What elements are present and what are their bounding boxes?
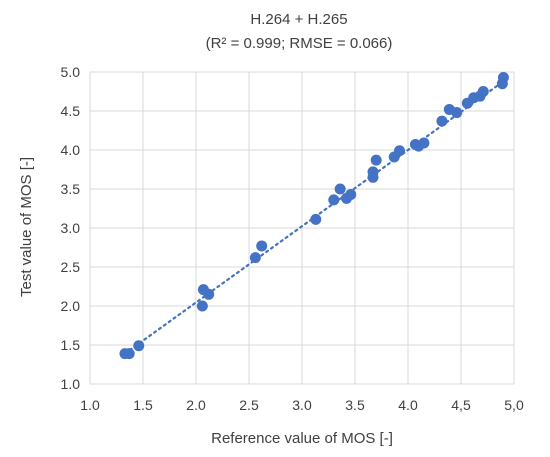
x-tick-label: 3.5 xyxy=(345,397,365,413)
y-tick-label: 1.5 xyxy=(61,337,81,353)
x-tick-label: 1.5 xyxy=(133,397,153,413)
chart-title: H.264 + H.265 xyxy=(250,11,347,28)
data-point xyxy=(196,300,208,312)
data-point xyxy=(310,213,322,225)
data-point xyxy=(394,145,406,157)
x-tick-label: 4.0 xyxy=(398,397,418,413)
data-point xyxy=(436,115,448,127)
data-point xyxy=(497,71,509,83)
data-points xyxy=(119,71,509,360)
x-tick-label: 3.0 xyxy=(292,397,312,413)
y-tick-label: 4.5 xyxy=(61,103,81,119)
x-tick-label: 1.0 xyxy=(80,397,100,413)
y-tick-label: 5.0 xyxy=(61,64,81,80)
x-tick-label: 2.5 xyxy=(239,397,259,413)
data-point xyxy=(328,194,340,206)
data-point xyxy=(451,107,463,119)
y-tick-labels: 1.0 1.5 2.0 2.5 3.0 3.5 4.0 4.5 5.0 xyxy=(61,64,81,392)
data-point xyxy=(367,166,379,178)
data-point xyxy=(133,340,145,352)
y-tick-label: 3.0 xyxy=(61,220,81,236)
y-tick-label: 4.0 xyxy=(61,142,81,158)
y-tick-label: 1.0 xyxy=(61,376,81,392)
data-point xyxy=(418,137,430,149)
y-tick-label: 3.5 xyxy=(61,181,81,197)
chart-subtitle: (R² = 0.999; RMSE = 0.066) xyxy=(206,35,393,52)
x-tick-label: 5,0 xyxy=(504,397,524,413)
x-tick-labels: 1.0 1.5 2.0 2.5 3.0 3.5 4.0 4,5 5,0 xyxy=(80,397,524,413)
data-point xyxy=(249,252,261,264)
data-point xyxy=(370,154,382,166)
x-tick-label: 2.0 xyxy=(186,397,206,413)
data-point xyxy=(477,86,489,97)
data-point xyxy=(345,188,357,200)
data-point xyxy=(123,348,135,360)
x-tick-label: 4,5 xyxy=(451,397,471,413)
y-axis-label: Test value of MOS [-] xyxy=(18,157,35,297)
y-tick-label: 2.5 xyxy=(61,259,81,275)
data-point xyxy=(203,288,215,300)
y-tick-label: 2.0 xyxy=(61,298,81,314)
x-axis-label: Reference value of MOS [-] xyxy=(211,430,393,447)
data-point xyxy=(256,240,268,252)
gridlines xyxy=(89,71,515,385)
data-point xyxy=(334,183,346,195)
